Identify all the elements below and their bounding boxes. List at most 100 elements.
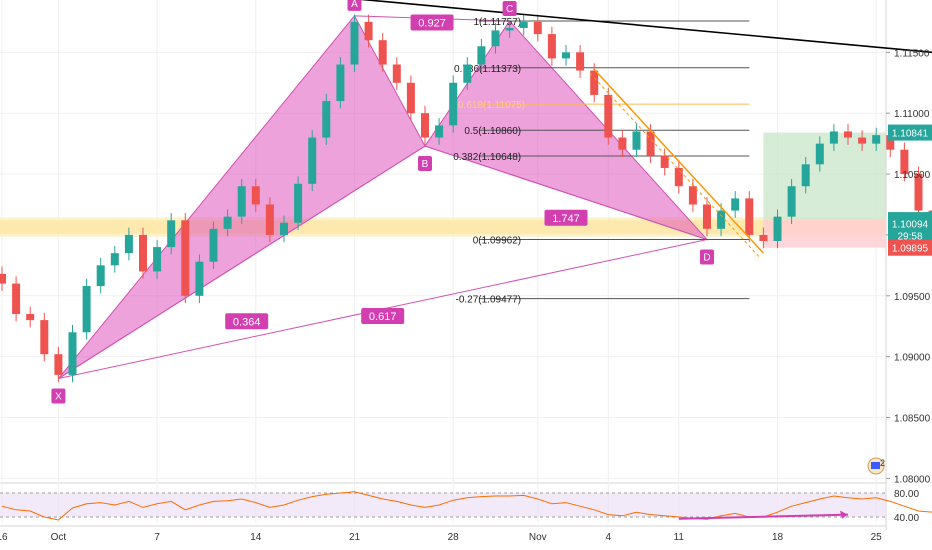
profit-zone <box>763 132 886 221</box>
candle-body <box>717 210 726 229</box>
ratio-badge <box>410 14 454 31</box>
ratio-label: 0.927 <box>418 17 446 29</box>
candle-body <box>787 186 796 217</box>
candle-body <box>576 52 585 71</box>
candle-body <box>435 125 444 138</box>
candle-body <box>829 131 838 144</box>
time-tick-label: 11 <box>674 532 685 543</box>
price-badge <box>888 227 932 244</box>
time-tick-label: 14 <box>250 532 262 543</box>
candle-body <box>12 283 21 315</box>
candle-body <box>223 216 232 229</box>
rsi-band <box>0 493 886 517</box>
candle-body <box>491 30 500 47</box>
candle-body <box>745 198 754 235</box>
candle-body <box>26 314 35 321</box>
time-tick-label: Oct <box>51 532 67 543</box>
candle-body <box>505 27 514 31</box>
pattern-point-badge <box>51 388 66 404</box>
candle-body <box>562 52 570 59</box>
candle-body <box>674 167 683 187</box>
candle-body <box>590 70 599 95</box>
price-badge-label: 1.09895 <box>892 244 929 255</box>
candle-body <box>900 149 909 175</box>
candle-body <box>731 198 740 211</box>
candle-body <box>181 220 190 296</box>
ratio-label: 0.617 <box>369 311 397 323</box>
ratio-label: 0.364 <box>233 316 261 328</box>
price-tick-label: 1.10500 <box>894 170 931 181</box>
ratio-badge <box>361 308 405 325</box>
time-tick-label: Nov <box>529 532 547 543</box>
candle-body <box>82 286 91 333</box>
resistance-trendline[interactable] <box>355 0 932 54</box>
price-tick-label: 1.08500 <box>894 413 931 424</box>
price-tick-label: 1.08000 <box>894 474 931 485</box>
fib-level-orange-label: 0.618(1.11075) <box>458 100 525 111</box>
candle-body <box>167 220 176 248</box>
candle-body <box>40 320 49 355</box>
candle-body <box>54 354 63 375</box>
fib-level-label: 0.382(1.10648) <box>453 152 521 163</box>
candle-body <box>110 253 119 266</box>
candle-body <box>0 273 6 284</box>
candle-body <box>801 164 810 187</box>
pattern-point-b: B <box>422 159 429 170</box>
price-tick-label: 1.09000 <box>894 353 931 364</box>
flag-badge-count: 2 <box>880 458 885 468</box>
pattern-line-bd <box>424 145 708 241</box>
candle-body <box>660 155 669 168</box>
candle-body <box>68 332 77 375</box>
candle-body <box>773 216 782 241</box>
flag-widget[interactable]: 2 <box>867 457 885 475</box>
rsi-divergence-line[interactable] <box>678 513 849 520</box>
candle-body <box>153 247 162 272</box>
orange-channel-line[interactable] <box>593 68 764 254</box>
candle-body <box>547 34 556 59</box>
candle-body <box>914 174 923 211</box>
price-badge <box>888 239 932 256</box>
candle-body <box>139 234 147 272</box>
pattern-line-xb <box>58 145 426 379</box>
pattern-point-badge <box>418 156 432 172</box>
candle-body <box>406 82 415 114</box>
fib-level-label: 0.786(1.11373) <box>454 64 521 75</box>
price-badge <box>888 124 932 141</box>
candle-body <box>96 265 105 287</box>
candle-body <box>886 135 895 150</box>
candle-body <box>872 135 881 144</box>
price-tick-label: 1.11000 <box>894 109 930 120</box>
ratio-badge <box>544 209 588 226</box>
pattern-point-d: D <box>703 253 710 264</box>
candle-body <box>378 40 387 65</box>
candle-body <box>294 183 303 223</box>
pattern-point-badge <box>347 0 362 11</box>
rsi-line <box>1 491 932 521</box>
fib-level-label: 1(1.11757) <box>473 17 521 28</box>
candle-body <box>632 131 641 150</box>
candle-body <box>519 21 528 28</box>
pattern-point-badge <box>502 1 517 17</box>
price-badge-label: 29:58 <box>897 232 922 243</box>
time-tick-label: 7 <box>154 532 160 543</box>
time-tick-label: 28 <box>448 532 460 543</box>
candle-body <box>463 64 472 83</box>
ratio-label: 1.747 <box>552 213 580 225</box>
candle-body <box>759 234 768 241</box>
candle-body <box>858 137 867 144</box>
time-tick-label: 21 <box>349 532 361 543</box>
price-tick-label: 1.09500 <box>894 292 931 303</box>
pattern-point-a: A <box>351 0 358 10</box>
price-badge <box>888 215 932 232</box>
candle-body <box>477 46 486 65</box>
rsi-tick-label: 40.00 <box>894 513 919 524</box>
fib-level-label: 0(1.09962) <box>473 236 521 247</box>
ratio-badge <box>225 313 269 330</box>
candle-body <box>195 261 204 296</box>
candle-body <box>646 131 655 156</box>
candle-body <box>336 64 345 102</box>
candle-body <box>618 137 627 150</box>
candle-body <box>350 21 359 65</box>
